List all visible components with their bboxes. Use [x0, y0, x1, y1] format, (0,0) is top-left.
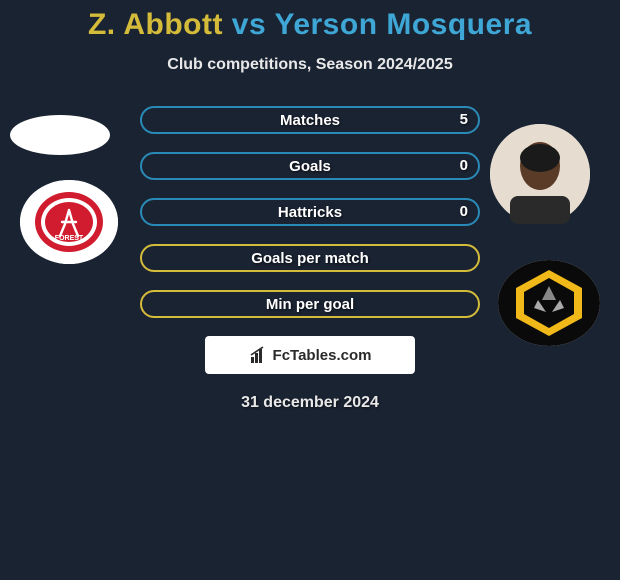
- player2-club-badge: [498, 260, 600, 346]
- stat-pill: Goals per match: [140, 244, 480, 272]
- season-subtitle: Club competitions, Season 2024/2025: [0, 56, 620, 74]
- stat-label: Goals per match: [251, 250, 369, 267]
- comparison-title: Z. Abbott vs Yerson Mosquera: [0, 8, 620, 42]
- stat-pill: Goals: [140, 152, 480, 180]
- stat-row: Matches 5: [140, 106, 480, 134]
- stat-value-right: 0: [460, 152, 468, 180]
- player1-name: Z. Abbott: [88, 8, 223, 41]
- attribution-box: FcTables.com: [205, 336, 415, 374]
- attribution-text: FcTables.com: [273, 347, 372, 364]
- stat-row: Goals per match: [140, 244, 480, 272]
- bar-chart-icon: [249, 345, 269, 365]
- stat-label: Goals: [289, 158, 331, 175]
- stat-pill: Hattricks: [140, 198, 480, 226]
- stat-row: Goals 0: [140, 152, 480, 180]
- stat-pill: Min per goal: [140, 290, 480, 318]
- stat-label: Matches: [280, 112, 340, 129]
- stat-row: Hattricks 0: [140, 198, 480, 226]
- stat-label: Min per goal: [266, 296, 354, 313]
- player2-avatar: [490, 124, 590, 224]
- player1-club-badge: FOREST: [20, 180, 118, 264]
- player1-avatar: [10, 115, 110, 155]
- stat-value-right: 0: [460, 198, 468, 226]
- vs-separator: vs: [223, 8, 275, 41]
- snapshot-date: 31 december 2024: [0, 394, 620, 412]
- stat-row: Min per goal: [140, 290, 480, 318]
- stat-label: Hattricks: [278, 204, 342, 221]
- stat-value-right: 5: [460, 106, 468, 134]
- svg-text:FOREST: FOREST: [55, 235, 84, 242]
- stat-pill: Matches: [140, 106, 480, 134]
- player2-name: Yerson Mosquera: [274, 8, 532, 41]
